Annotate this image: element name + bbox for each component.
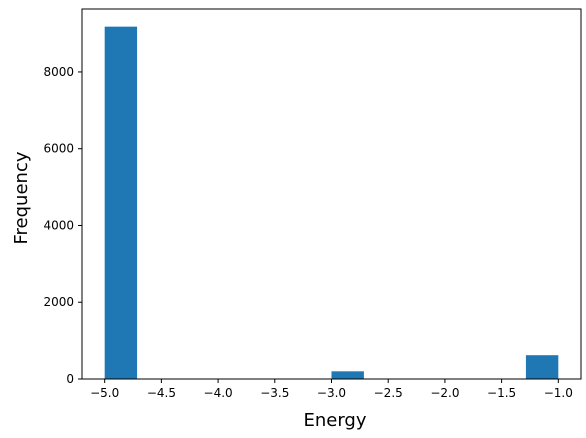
y-axis-label: Frequency bbox=[11, 151, 32, 244]
x-tick-label-7: −1.5 bbox=[487, 386, 516, 400]
x-tick-label-4: −3.0 bbox=[317, 386, 346, 400]
y-tick-label-3: 6000 bbox=[43, 142, 74, 156]
plot-frame bbox=[81, 8, 582, 380]
x-tick-label-0: −5.0 bbox=[90, 386, 119, 400]
x-tick-label-3: −3.5 bbox=[260, 386, 289, 400]
x-tick-label-5: −2.5 bbox=[374, 386, 403, 400]
y-axis: 0 2000 4000 6000 8000 bbox=[43, 65, 82, 386]
x-tick-label-2: −4.0 bbox=[204, 386, 233, 400]
x-axis-label: Energy bbox=[303, 410, 366, 431]
x-tick-label-8: −1.0 bbox=[544, 386, 573, 400]
bar-1 bbox=[331, 371, 364, 379]
y-tick-label-4: 8000 bbox=[43, 65, 74, 79]
x-tick-label-1: −4.5 bbox=[147, 386, 176, 400]
y-tick-label-2: 4000 bbox=[43, 218, 74, 232]
y-tick-label-1: 2000 bbox=[43, 295, 74, 309]
bars-group bbox=[104, 26, 559, 379]
bar-0 bbox=[104, 26, 138, 379]
x-axis: −5.0 −4.5 −4.0 −3.5 −3.0 −2.5 −2.0 −1.5 −1.0 bbox=[90, 379, 573, 400]
y-tick-label-0: 0 bbox=[66, 372, 74, 386]
x-tick-label-6: −2.0 bbox=[430, 386, 459, 400]
bar-2 bbox=[525, 355, 559, 379]
